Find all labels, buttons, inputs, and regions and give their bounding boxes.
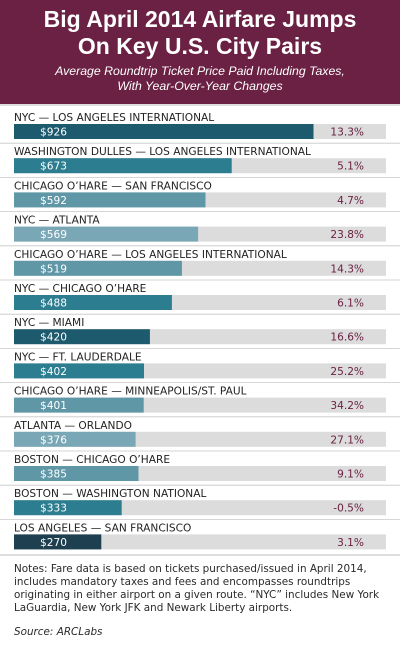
route-label: CHICAGO O’HARE — MINNEAPOLIS/ST. PAUL	[14, 386, 247, 398]
price-value-label: $673	[40, 161, 67, 173]
price-bar	[14, 329, 150, 345]
route-label: CHICAGO O’HARE — SAN FRANCISCO	[14, 180, 212, 192]
yoy-change-label: 13.3%	[330, 127, 364, 139]
price-value-label: $270	[40, 537, 67, 549]
yoy-change-label: 16.6%	[330, 332, 364, 344]
yoy-change-label: 23.8%	[330, 229, 364, 241]
chart-title-line-2: On Key U.S. City Pairs	[77, 33, 323, 59]
price-bar	[14, 431, 136, 447]
header-banner: Big April 2014 Airfare Jumps On Key U.S.…	[0, 0, 400, 104]
price-value-label: $333	[40, 503, 67, 515]
price-bar	[14, 295, 172, 310]
yoy-change-label: -0.5%	[333, 503, 364, 515]
route-label: WASHINGTON DULLES — LOS ANGELES INTERNAT…	[14, 146, 311, 158]
route-label: ATLANTA — ORLANDO	[14, 420, 132, 432]
price-bar	[14, 397, 144, 413]
route-label: NYC — FT. LAUDERDALE	[14, 351, 142, 363]
price-bar	[14, 500, 122, 516]
price-value-label: $519	[40, 263, 67, 275]
route-label: NYC — MIAMI	[14, 317, 84, 329]
price-value-label: $402	[40, 366, 67, 378]
bar-track	[14, 534, 386, 550]
chart-title: Big April 2014 Airfare Jumps On Key U.S.…	[0, 6, 400, 60]
price-value-label: $376	[40, 434, 67, 446]
yoy-change-label: 14.3%	[330, 263, 364, 275]
price-value-label: $592	[40, 195, 67, 207]
price-value-label: $401	[40, 400, 67, 412]
price-bar	[14, 192, 206, 208]
chart-subtitle-line-1: Average Roundtrip Ticket Price Paid Incl…	[55, 64, 345, 78]
price-bar	[14, 158, 232, 174]
route-label: NYC — CHICAGO O’HARE	[14, 283, 147, 295]
price-bar	[14, 534, 102, 550]
yoy-change-label: 4.7%	[337, 195, 364, 207]
chart-subtitle: Average Roundtrip Ticket Price Paid Incl…	[0, 64, 400, 94]
price-bar	[14, 260, 182, 276]
price-value-label: $926	[40, 127, 67, 139]
yoy-change-label: 34.2%	[330, 400, 364, 412]
yoy-change-label: 9.1%	[337, 469, 364, 481]
route-label: NYC — ATLANTA	[14, 215, 100, 227]
route-label: CHICAGO O’HARE — LOS ANGELES INTERNATION…	[14, 249, 287, 261]
yoy-change-label: 25.2%	[330, 366, 364, 378]
price-bar	[14, 466, 139, 481]
price-value-label: $569	[40, 229, 67, 241]
route-label: BOSTON — WASHINGTON NATIONAL	[14, 488, 206, 500]
price-bar	[14, 363, 144, 379]
route-label: NYC — LOS ANGELES INTERNATIONAL	[14, 112, 214, 124]
chart-title-line-1: Big April 2014 Airfare Jumps	[43, 6, 357, 32]
yoy-change-label: 6.1%	[337, 298, 364, 310]
route-label: LOS ANGELES — SAN FRANCISCO	[14, 522, 191, 534]
price-bar	[14, 226, 199, 242]
route-label: BOSTON — CHICAGO O’HARE	[14, 454, 170, 466]
notes-text: Notes: Fare data is based on tickets pur…	[14, 563, 380, 614]
bar-chart: NYC — LOS ANGELES INTERNATIONAL $926 13.3%…	[0, 104, 400, 556]
yoy-change-label: 3.1%	[337, 537, 364, 549]
price-bar	[14, 124, 314, 139]
price-value-label: $385	[40, 469, 67, 481]
yoy-change-label: 5.1%	[337, 161, 364, 173]
price-value-label: $488	[40, 298, 67, 310]
source-text: Source: ARCLabs	[14, 626, 103, 638]
price-value-label: $420	[40, 332, 67, 344]
chart-subtitle-line-2: With Year-Over-Year Changes	[117, 79, 283, 93]
yoy-change-label: 27.1%	[330, 434, 364, 446]
